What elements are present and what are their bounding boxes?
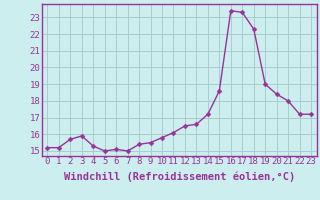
X-axis label: Windchill (Refroidissement éolien,°C): Windchill (Refroidissement éolien,°C) <box>64 172 295 182</box>
